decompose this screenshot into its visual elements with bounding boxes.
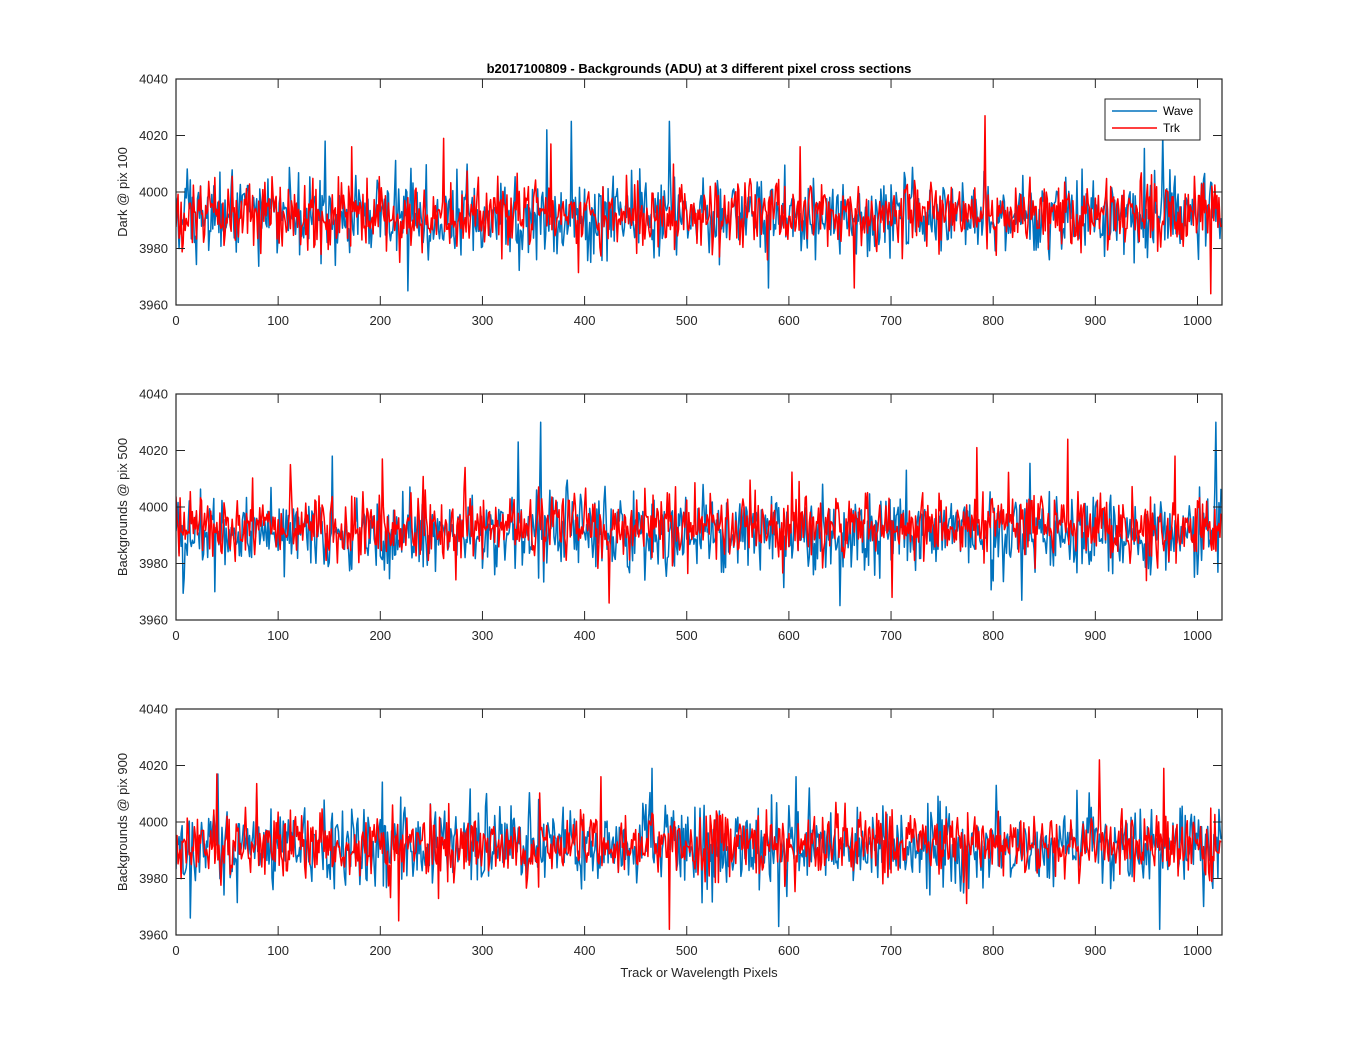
plot-area (176, 394, 1222, 620)
y-tick-label: 4020 (139, 443, 168, 458)
x-tick-label: 300 (472, 313, 494, 328)
y-tick-label: 4000 (139, 500, 168, 515)
x-tick-label: 700 (880, 313, 902, 328)
x-tick-label: 600 (778, 943, 800, 958)
y-tick-label: 4020 (139, 128, 168, 143)
y-tick-label: 4040 (139, 702, 168, 717)
x-tick-label: 100 (267, 628, 289, 643)
y-tick-label: 3960 (139, 298, 168, 313)
series-line-trk (176, 759, 1222, 931)
subplot-1: 0 100 200 300 400 500 600 700 800 900 1000 3960 3980… (115, 72, 1223, 328)
x-tick-label: 200 (369, 313, 391, 328)
legend-label-wave: Wave (1163, 104, 1194, 118)
x-tick-label: 900 (1084, 943, 1106, 958)
x-tick-label: 0 (172, 313, 179, 328)
y-tick-label: 4040 (139, 72, 168, 87)
x-tick-label: 400 (574, 943, 596, 958)
x-tick-label: 300 (472, 943, 494, 958)
legend-box (1104, 98, 1201, 141)
x-tick-label: 1000 (1183, 943, 1212, 958)
x-tick-label: 800 (982, 313, 1004, 328)
x-tick-label: 600 (778, 628, 800, 643)
x-tick-label: 100 (267, 313, 289, 328)
x-tick-label: 400 (574, 628, 596, 643)
subplot-3: 0 100 200 300 400 500 600 700 800 900 1000 3960 3980… (115, 702, 1223, 958)
x-tick-label: 700 (880, 943, 902, 958)
x-tick-label: 800 (982, 628, 1004, 643)
legend-label-trk: Trk (1163, 121, 1181, 135)
y-tick-label: 3980 (139, 241, 168, 256)
x-tick-label: 900 (1084, 628, 1106, 643)
x-tick-label: 600 (778, 313, 800, 328)
x-tick-label: 700 (880, 628, 902, 643)
x-tick-label: 500 (676, 313, 698, 328)
plot-area (176, 79, 1222, 305)
y-tick-label: 3960 (139, 613, 168, 628)
x-tick-label: 0 (172, 943, 179, 958)
x-tick-label: 200 (369, 628, 391, 643)
x-axis-label: Track or Wavelength Pixels (620, 965, 778, 980)
subplot-2: 0 100 200 300 400 500 600 700 800 900 1000 3960 3980… (115, 387, 1223, 643)
chart-title: b2017100809 - Backgrounds (ADU) at 3 dif… (487, 61, 912, 76)
y-tick-label: 3980 (139, 871, 168, 886)
x-tick-label: 1000 (1183, 628, 1212, 643)
series-line-trk (176, 438, 1222, 604)
y-tick-label: 4000 (139, 185, 168, 200)
x-tick-label: 100 (267, 943, 289, 958)
y-axis-label: Dark @ pix 100 (115, 147, 130, 237)
y-tick-label: 4040 (139, 387, 168, 402)
x-tick-label: 300 (472, 628, 494, 643)
x-tick-label: 400 (574, 313, 596, 328)
y-tick-label: 4000 (139, 815, 168, 830)
series-line-trk (176, 114, 1222, 295)
x-tick-label: 0 (172, 628, 179, 643)
x-tick-label: 800 (982, 943, 1004, 958)
y-tick-label: 4020 (139, 758, 168, 773)
y-tick-label: 3980 (139, 556, 168, 571)
y-axis-label: Backgrounds @ pix 500 (115, 438, 130, 576)
x-tick-label: 200 (369, 943, 391, 958)
x-tick-label: 500 (676, 943, 698, 958)
x-tick-label: 500 (676, 628, 698, 643)
y-tick-label: 3960 (139, 928, 168, 943)
legend: Wave Trk (1104, 98, 1201, 141)
x-tick-label: 1000 (1183, 313, 1212, 328)
x-tick-label: 900 (1084, 313, 1106, 328)
y-axis-label: Backgrounds @ pix 900 (115, 753, 130, 891)
